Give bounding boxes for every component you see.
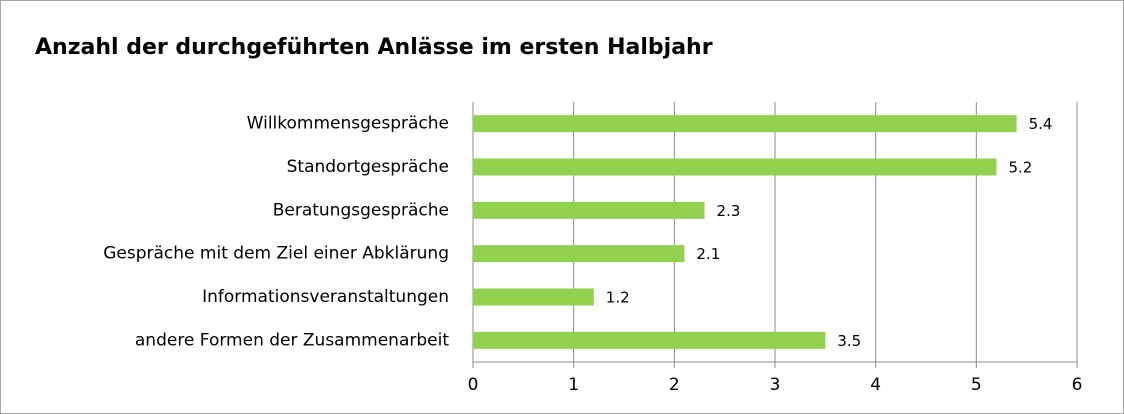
bar	[473, 115, 1017, 133]
x-tick-label: 4	[870, 375, 881, 395]
bar	[473, 288, 594, 306]
y-tick-label: Beratungsgespräche	[273, 200, 449, 220]
chart-title: Anzahl der durchgeführten Anlässe im ers…	[35, 35, 713, 60]
bar	[473, 158, 997, 176]
bar	[473, 331, 826, 349]
y-tick-label: Gespräche mit dem Ziel einer Abklärung	[103, 244, 449, 264]
bar	[473, 201, 705, 219]
data-label: 5.2	[1008, 159, 1032, 177]
data-label: 3.5	[837, 332, 861, 350]
data-label: 1.2	[606, 289, 630, 307]
x-tick-label: 6	[1072, 375, 1083, 395]
x-tick-label: 2	[669, 375, 680, 395]
y-tick-label: Informationsveranstaltungen	[202, 287, 449, 307]
data-label: 2.3	[717, 202, 741, 220]
data-label: 5.4	[1029, 115, 1053, 133]
x-tick-label: 3	[770, 375, 781, 395]
y-tick-label: andere Formen der Zusammenarbeit	[135, 330, 449, 350]
x-tick-label: 1	[568, 375, 579, 395]
data-label: 2.1	[696, 245, 720, 263]
y-tick-label: Standortgespräche	[287, 157, 449, 177]
bar	[473, 245, 685, 263]
x-tick-label: 5	[971, 375, 982, 395]
x-tick-label: 0	[468, 375, 479, 395]
y-tick-label: Willkommensgespräche	[247, 114, 449, 134]
